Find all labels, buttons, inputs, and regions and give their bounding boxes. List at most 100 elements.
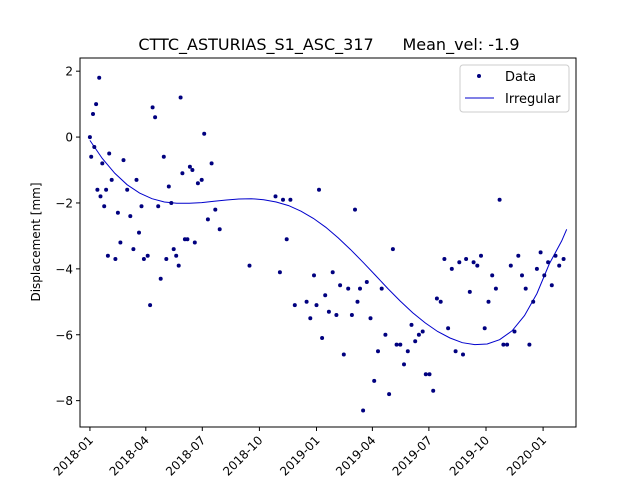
data-point	[308, 316, 313, 321]
data-point	[364, 280, 369, 284]
data-point	[102, 204, 107, 209]
data-point	[145, 253, 150, 258]
data-point	[516, 253, 521, 258]
data-point	[217, 227, 222, 232]
data-point	[148, 303, 153, 308]
y-axis-label: Displacement [mm]	[29, 182, 43, 301]
data-point	[91, 112, 95, 116]
data-point	[134, 177, 139, 182]
data-point	[169, 201, 174, 205]
data-point	[164, 257, 169, 261]
data-point	[479, 253, 483, 258]
data-point	[512, 329, 517, 334]
data-point	[187, 164, 192, 169]
data-point	[104, 187, 109, 192]
data-point	[115, 210, 120, 215]
data-point	[490, 273, 495, 278]
data-point	[312, 273, 316, 278]
data-point	[542, 273, 547, 278]
data-point	[368, 316, 373, 321]
legend-data-marker	[477, 74, 481, 78]
data-point	[446, 326, 451, 331]
data-point	[486, 299, 491, 304]
y-tick-label: −6	[55, 328, 73, 342]
data-point	[505, 342, 510, 347]
data-point	[453, 349, 458, 354]
data-point	[180, 171, 185, 176]
data-point	[523, 286, 528, 291]
y-tick-label: −2	[55, 196, 73, 210]
data-point	[402, 362, 406, 367]
data-point	[199, 177, 204, 182]
data-point	[323, 293, 328, 298]
data-point	[192, 240, 197, 245]
data-point	[423, 372, 428, 377]
data-point	[409, 322, 414, 327]
data-point	[557, 263, 562, 268]
data-point	[475, 263, 480, 268]
data-point	[109, 177, 114, 182]
data-point	[398, 342, 403, 347]
data-point	[405, 349, 410, 354]
data-point	[457, 260, 462, 265]
data-point	[449, 266, 454, 271]
data-point	[531, 299, 536, 304]
data-point	[338, 283, 343, 288]
data-point	[434, 296, 439, 301]
y-tick-label: −8	[55, 394, 73, 408]
data-point	[334, 313, 339, 317]
data-point	[349, 313, 354, 317]
axes-frame	[79, 57, 577, 428]
data-point	[326, 309, 331, 314]
data-point	[288, 197, 293, 202]
data-point	[141, 257, 146, 261]
legend: Data Irregular	[459, 64, 570, 113]
data-point	[346, 286, 351, 291]
data-point	[98, 194, 103, 199]
data-point	[284, 237, 289, 242]
data-point	[413, 339, 418, 344]
data-point	[546, 260, 551, 265]
data-point	[139, 204, 144, 209]
data-point	[87, 135, 92, 140]
data-point	[195, 181, 200, 186]
data-point	[92, 145, 97, 149]
data-point	[273, 194, 278, 199]
legend-box	[459, 64, 570, 113]
chart-title: CTTC_ASTURIAS_S1_ASC_317	[138, 35, 373, 55]
legend-irregular-label: Irregular	[505, 92, 561, 107]
data-point	[493, 286, 498, 291]
data-point	[131, 247, 136, 252]
data-point	[213, 207, 218, 212]
data-point	[314, 303, 319, 308]
data-point	[379, 286, 384, 291]
data-point	[277, 270, 282, 275]
data-point	[100, 161, 105, 166]
data-point	[121, 158, 126, 163]
data-point	[202, 131, 207, 136]
data-point	[161, 154, 166, 159]
data-point	[549, 283, 554, 288]
data-point	[185, 237, 190, 242]
data-point	[137, 230, 141, 235]
data-point	[158, 276, 163, 281]
data-point	[420, 329, 425, 334]
data-point	[97, 75, 102, 80]
data-point	[508, 263, 513, 268]
data-point	[209, 161, 214, 166]
data-point	[501, 342, 506, 347]
data-point	[174, 253, 179, 258]
y-tick-label: 0	[65, 131, 73, 145]
data-point	[361, 408, 366, 413]
data-point	[190, 168, 195, 172]
data-point	[538, 250, 543, 255]
data-point	[153, 115, 158, 120]
data-point	[390, 247, 395, 252]
data-point	[372, 378, 377, 383]
data-point	[383, 332, 388, 337]
data-point	[553, 253, 558, 258]
data-point	[247, 263, 252, 268]
data-point	[358, 286, 362, 291]
data-point	[416, 332, 421, 337]
data-point	[205, 217, 210, 222]
